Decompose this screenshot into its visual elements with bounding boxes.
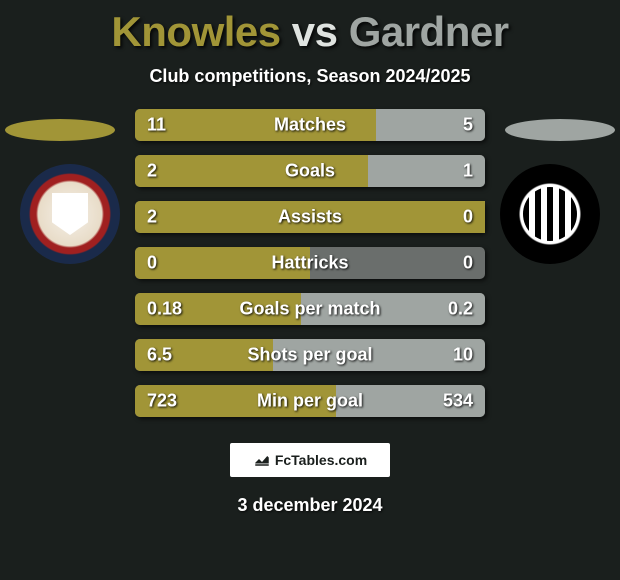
player1-club-badge [20,164,120,264]
stat-value-left: 0 [147,253,157,274]
stat-row: 2 Goals 1 [135,155,485,187]
stat-value-left: 723 [147,391,177,412]
stat-label: Assists [278,207,342,228]
player1-name: Knowles [111,8,280,55]
stat-value-right: 0 [463,207,473,228]
stat-value-left: 2 [147,207,157,228]
stat-label: Min per goal [257,391,363,412]
stat-label: Goals per match [239,299,380,320]
stat-value-left: 11 [147,115,166,136]
stat-value-right: 0 [463,253,473,274]
brand-text: FcTables.com [275,452,367,468]
stat-row: 2 Assists 0 [135,201,485,233]
brand-badge: FcTables.com [230,443,390,477]
stat-label: Shots per goal [247,345,372,366]
comparison-content: 11 Matches 5 2 Goals 1 2 Assists 0 0 Hattricks 0 0.1… [0,109,620,417]
stat-row: 0 Hattricks 0 [135,247,485,279]
stat-value-right: 0.2 [448,299,473,320]
stat-row: 0.18 Goals per match 0.2 [135,293,485,325]
stat-row: 11 Matches 5 [135,109,485,141]
stat-value-left: 0.18 [147,299,182,320]
stat-value-right: 534 [443,391,473,412]
stat-row: 723 Min per goal 534 [135,385,485,417]
player2-name: Gardner [349,8,509,55]
player2-club-badge [500,164,600,264]
comparison-title: Knowles vs Gardner [0,0,620,56]
stat-value-left: 6.5 [147,345,172,366]
player2-ellipse [505,119,615,141]
vs-text: vs [292,8,338,55]
stat-value-right: 5 [463,115,473,136]
stat-value-right: 1 [463,161,473,182]
subtitle: Club competitions, Season 2024/2025 [0,66,620,87]
stat-label: Matches [274,115,346,136]
stat-row: 6.5 Shots per goal 10 [135,339,485,371]
date-text: 3 december 2024 [0,495,620,516]
stat-value-right: 10 [453,345,473,366]
stat-label: Hattricks [271,253,348,274]
player1-ellipse [5,119,115,141]
stat-value-left: 2 [147,161,157,182]
chart-icon [253,450,271,471]
stat-label: Goals [285,161,335,182]
stat-rows: 11 Matches 5 2 Goals 1 2 Assists 0 0 Hattricks 0 0.1… [135,109,485,417]
